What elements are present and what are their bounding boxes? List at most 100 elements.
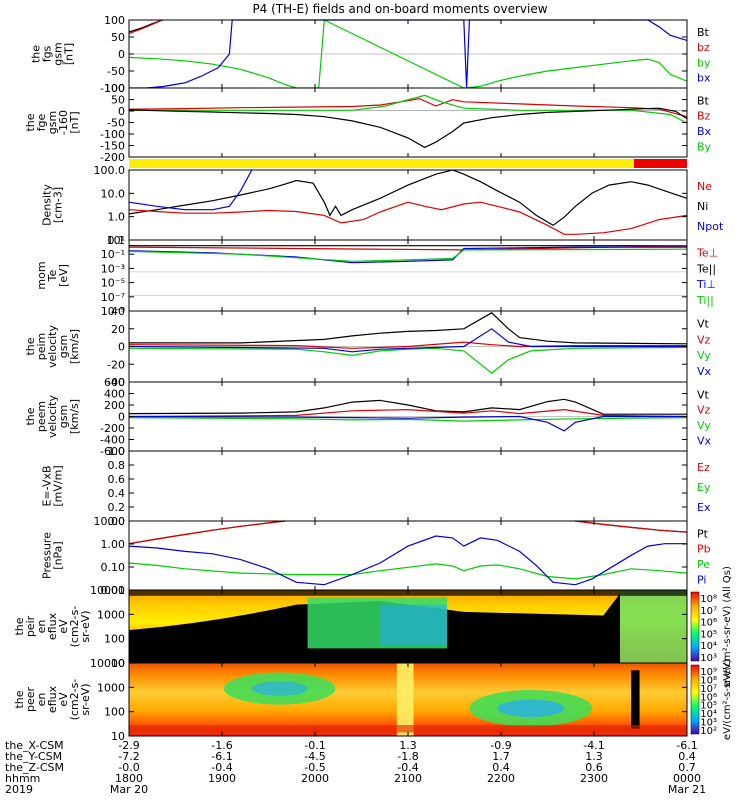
x-axis-value: 1.7 <box>492 750 510 763</box>
x-axis-value: Mar 21 <box>668 783 706 796</box>
series-line-ni-0 <box>128 169 688 227</box>
x-axis-value: -0.4 <box>397 761 418 774</box>
x-axis-row-label: 2019 <box>5 783 33 796</box>
legend-entry-by: by <box>697 56 711 69</box>
series-line-npot-2 <box>128 169 253 211</box>
legend-entry-ti: Ti⊥ <box>696 278 716 291</box>
y-tick-label: 10⁻⁵ <box>101 277 125 290</box>
x-axis-value: 1.3 <box>585 750 603 763</box>
colorbar-label: eV/(cm²-s-sr-eV) (All Qs) <box>722 566 733 687</box>
y-tick-label: -200 <box>100 422 125 435</box>
colorbar-tick-label: 10⁷ <box>700 606 717 617</box>
legend-entry-te: Te⊥ <box>696 247 718 260</box>
colorbar-label: eV/(cm²-s-sr-eV) <box>722 659 733 740</box>
y-axis-label: (cm2-s- <box>68 606 81 648</box>
series-line-bz-0 <box>128 97 688 118</box>
colorbar-tick-label: 10⁶ <box>700 618 717 629</box>
spectrogram-dark-stripe <box>631 670 640 729</box>
legend-entry-bz: Bz <box>697 110 711 123</box>
spectrogram-blue-region <box>497 699 565 718</box>
y-axis-label: [km/s] <box>68 399 81 434</box>
y-tick-label: 0.0 <box>108 515 126 528</box>
colorbar-tick-label: 10² <box>700 726 717 737</box>
y-tick-label: -50 <box>107 65 125 78</box>
y-tick-label: -600 <box>100 445 125 458</box>
panel-efield: 1.00.80.60.40.20.0 E=-VxB[mV/m] Ez Ey Ex <box>41 445 711 528</box>
legend-entry-pi: Pi <box>697 573 706 586</box>
x-axis-row-label: hhmm <box>5 772 40 785</box>
y-tick-label: 1.00 <box>101 538 126 551</box>
y-tick-label: -40 <box>107 376 125 389</box>
y-axis-label: [cm-3] <box>52 187 65 223</box>
y-tick-label: 0 <box>118 411 125 424</box>
colorbar-tick-label: 10⁹ <box>700 667 717 678</box>
x-axis-value: -0.9 <box>490 739 511 752</box>
colorbar-tick-label: 10⁸ <box>700 675 717 686</box>
y-axis-label: the <box>24 407 37 425</box>
legend-entry-ti: Ti|| <box>696 294 714 307</box>
y-axis-label: gsm <box>52 42 65 65</box>
y-axis-label: the <box>13 617 26 635</box>
legend-entry-bz: bz <box>697 41 710 54</box>
legend-entry-vt: Vt <box>697 388 710 401</box>
y-tick-label: 10000 <box>90 584 125 597</box>
x-axis-value: 2200 <box>487 772 515 785</box>
y-axis-label: (cm2-s- <box>68 679 81 721</box>
y-tick-label: -200 <box>100 151 125 164</box>
y-tick-label: -400 <box>100 434 125 447</box>
y-tick-label: 10⁻³ <box>101 262 125 275</box>
y-tick-label: 100 <box>104 633 125 646</box>
y-tick-label: 600 <box>104 376 125 389</box>
y-axis-label: Te <box>46 269 59 282</box>
legend-entry-vx: Vx <box>697 365 712 378</box>
x-axis-value: 0.6 <box>585 761 603 774</box>
x-axis-value: 0000 <box>673 772 701 785</box>
series-line-vt-0 <box>129 312 688 345</box>
series-line-te-1 <box>128 245 688 251</box>
legend-entry-npot: Npot <box>697 220 724 233</box>
y-axis-label: sr-eV) <box>79 683 92 715</box>
series-line-vx-3 <box>128 415 687 432</box>
x-axis-value: 2300 <box>580 772 608 785</box>
series-line-bt-2 <box>128 107 688 149</box>
y-axis-label: [nT] <box>63 43 76 65</box>
y-axis-label: peem <box>35 401 48 432</box>
y-axis-label: eV <box>57 619 70 634</box>
chart-title: P4 (TH-E) fields and on-board moments ov… <box>252 2 547 16</box>
series-line-vx-3 <box>128 328 687 353</box>
y-axis-label: the <box>13 690 26 708</box>
y-axis-label: fgs <box>41 45 54 62</box>
x-axis-value: 1.3 <box>399 739 417 752</box>
y-tick-label: -100 <box>100 128 125 141</box>
legend-entry-te: Te|| <box>696 262 716 275</box>
y-tick-label: 1.0 <box>108 211 126 224</box>
y-tick-label: 10⁻⁹ <box>101 305 125 318</box>
series-line-bz-1 <box>128 19 163 35</box>
panel-bar <box>129 159 687 168</box>
series-line-vy-2 <box>128 417 688 422</box>
y-tick-label: 10⁻⁷ <box>101 291 125 304</box>
y-axis-label: peer <box>24 687 37 713</box>
panel-ion-spectrogram: 10000 1000 100 10 thepeirenefluxeV(cm2-s-sr-… <box>13 566 733 687</box>
y-axis-label: [eV] <box>57 264 70 287</box>
y-axis-label: sr-eV) <box>79 610 92 642</box>
y-tick-label: 100 <box>104 706 125 719</box>
y-tick-label: 200 <box>104 399 125 412</box>
y-tick-label: 20 <box>111 323 125 336</box>
colorbar-tick-label: 10⁴ <box>700 709 717 720</box>
legend-entry-ey: Ey <box>697 481 711 494</box>
y-tick-label: 1.0 <box>108 445 126 458</box>
x-axis-row-label: the_Z-CSM <box>5 761 64 774</box>
y-tick-label: 10⁻¹ <box>101 248 125 261</box>
y-tick-label: 0 <box>118 48 125 61</box>
panel-electron-spectrogram: 10000 1000 100 10 thepeerenefluxeV(cm2-s-sr-… <box>13 657 733 743</box>
y-tick-label: -150 <box>100 140 125 153</box>
panel-fge: 100500-50-100-150-200thefgegsm-160[nT]Bt… <box>24 82 712 164</box>
x-axis-value: -0.1 <box>304 739 325 752</box>
spectrogram-red-band <box>129 725 687 733</box>
y-axis-label: [nT] <box>68 111 81 133</box>
colorbar <box>690 664 700 735</box>
